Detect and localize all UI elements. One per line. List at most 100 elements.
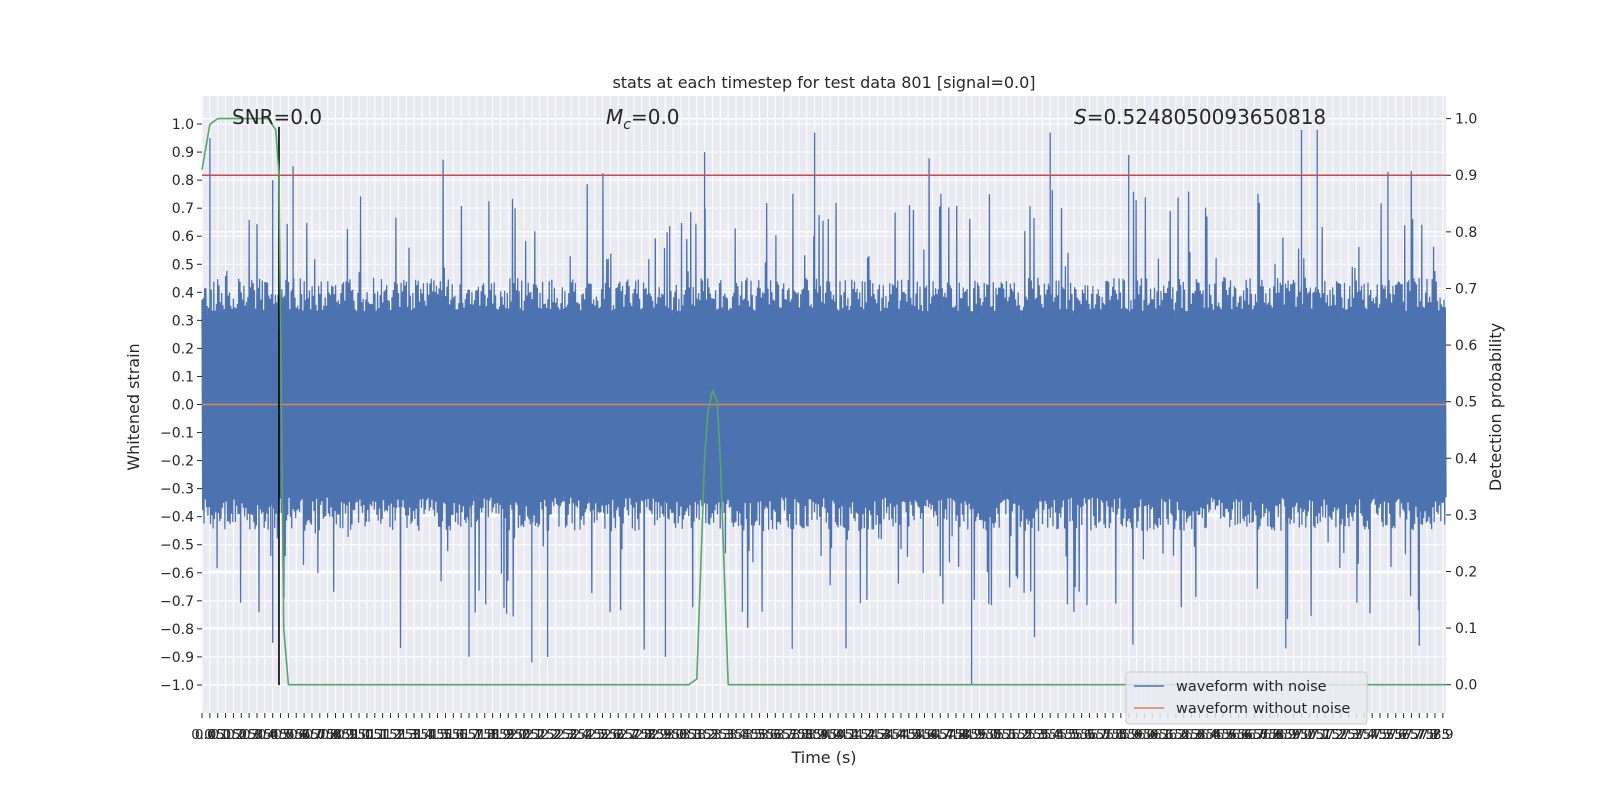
x-tick-label: 2.3 [553, 727, 574, 743]
x-tick-label: 7.85 [1420, 727, 1450, 743]
x-tick-label: 6.15 [1153, 727, 1183, 743]
y-axis-left-ticks: 1.0 0.9 0.8 0.7 0.6 0.5 0.4 0.3 0.2 0.1 0.0 −0.1 −0.… [160, 117, 202, 694]
x-tick-label: 0.7 [301, 727, 322, 743]
x-tick-label: 3.35 [713, 727, 743, 743]
y-tick-label-left: −0.2 [160, 454, 194, 470]
series-detection-probability [201, 117, 1446, 686]
y-tick-label-left: 1.0 [172, 117, 194, 133]
y-tick-label-left: −0.6 [160, 566, 194, 582]
x-tick-label: 1.05 [352, 727, 382, 743]
x-tick-label: 7.55 [1373, 727, 1403, 743]
x-tick-label: 7.65 [1389, 727, 1419, 743]
x-tick-label: 4.75 [933, 727, 963, 743]
x-tick-label: 4.55 [902, 727, 932, 743]
legend-box [1125, 671, 1368, 725]
x-tick-label: 1.9 [490, 727, 511, 743]
x-tick-label: 2.65 [603, 727, 633, 743]
x-tick-label: 2.6 [600, 727, 621, 743]
y-tick-label-left: −0.4 [160, 510, 194, 526]
x-tick-label: 3.6 [757, 727, 778, 743]
x-tick-label: 1.95 [493, 727, 523, 743]
x-tick-label: 0.0 [191, 727, 212, 743]
y-tick-label-right: 0.7 [1455, 281, 1477, 297]
x-tick-label: 6.1 [1149, 727, 1170, 743]
x-tick-label: 1.2 [380, 727, 401, 743]
x-axis-label: Time (s) [790, 748, 856, 767]
x-tick-label: 4.15 [839, 727, 869, 743]
x-tick-label: 3.5 [741, 727, 762, 743]
x-tick-label: 6.6 [1228, 727, 1249, 743]
x-tick-label: 0.6 [286, 727, 307, 743]
x-tick-label: 7.75 [1404, 727, 1434, 743]
x-tick-label: 0.5 [270, 727, 291, 743]
y-axis-right-label: Detection probability [1486, 323, 1505, 491]
x-tick-label: 6.3 [1181, 727, 1202, 743]
x-tick-label: 2.5 [584, 727, 605, 743]
x-tick-label: 3.4 [725, 727, 746, 743]
y-tick-label-left: 0.5 [172, 257, 194, 273]
x-tick-label: 6.25 [1169, 727, 1199, 743]
y-tick-label-left: 0.1 [172, 369, 194, 385]
y-tick-label-right: 0.1 [1455, 621, 1477, 637]
y-tick-label-left: −0.9 [160, 650, 194, 666]
x-tick-label: 0.65 [289, 727, 319, 743]
y-tick-label-left: −1.0 [160, 678, 194, 694]
x-tick-label: 6.75 [1247, 727, 1277, 743]
x-tick-label: 2.8 [631, 727, 652, 743]
x-tick-label: 4.5 [898, 727, 919, 743]
x-tick-label: 2.35 [556, 727, 586, 743]
x-tick-label: 2.2 [537, 727, 558, 743]
x-tick-label: 0.35 [242, 727, 272, 743]
x-tick-label: 5.1 [992, 727, 1013, 743]
x-tick-label: 7.1 [1306, 727, 1327, 743]
x-tick-label: 0.05 [195, 727, 225, 743]
x-tick-label: 7.25 [1326, 727, 1356, 743]
x-tick-label: 5.95 [1122, 727, 1152, 743]
x-tick-label: 1.7 [458, 727, 479, 743]
x-tick-label: 0.4 [254, 727, 275, 743]
y-axis-left-label: Whitened strain [124, 343, 143, 470]
x-tick-label: 1.85 [478, 727, 508, 743]
x-tick-label: 0.85 [320, 727, 350, 743]
y-tick-label-right: 0.2 [1455, 564, 1477, 580]
y-tick-label-left: 0.6 [172, 229, 194, 245]
x-tick-label: 3.85 [792, 727, 822, 743]
x-tick-label: 7.9 [1432, 727, 1453, 743]
x-tick-label: 5.3 [1024, 727, 1045, 743]
x-tick-label: 6.65 [1231, 727, 1261, 743]
x-tick-label: 3.95 [807, 727, 837, 743]
x-tick-label: 4.1 [835, 727, 856, 743]
x-tick-label: 7.35 [1341, 727, 1371, 743]
y-tick-label-left: 0.4 [172, 285, 194, 301]
x-tick-label: 6.9 [1275, 727, 1296, 743]
x-tick-label: 7.4 [1354, 727, 1375, 743]
chirp-mass-annotation: Mc=0.0 [606, 105, 680, 133]
x-tick-label: 6.7 [1244, 727, 1265, 743]
x-tick-label: 3.05 [666, 727, 696, 743]
x-tick-label: 4.05 [823, 727, 853, 743]
x-tick-label: 4.35 [870, 727, 900, 743]
x-tick-label: 3.45 [729, 727, 759, 743]
x-tick-label: 2.55 [587, 727, 617, 743]
y-tick-label-right: 0.9 [1455, 168, 1477, 184]
x-tick-label: 2.7 [615, 727, 636, 743]
x-tick-label: 2.05 [509, 727, 539, 743]
y-axis-right-ticks: 1.0 0.9 0.8 0.7 0.6 0.5 0.4 0.3 0.2 0.1 0.0 [1446, 112, 1477, 694]
x-tick-label: 1.15 [368, 727, 398, 743]
x-tick-label: 1.1 [364, 727, 385, 743]
legend-label-clean: waveform without noise [1176, 701, 1350, 717]
y-tick-label-right: 0.4 [1455, 451, 1477, 467]
x-tick-label: 4.45 [886, 727, 916, 743]
y-tick-label-left: −0.5 [160, 538, 194, 554]
x-tick-label: 6.95 [1279, 727, 1309, 743]
y-tick-label-right: 0.8 [1455, 225, 1477, 241]
x-tick-label: 7.2 [1322, 727, 1343, 743]
y-tick-label-right: 1.0 [1455, 112, 1477, 128]
x-tick-label: 6.4 [1197, 727, 1218, 743]
x-tick-label: 4.65 [917, 727, 947, 743]
x-tick-label: 3.25 [697, 727, 727, 743]
y-tick-label-right: 0.3 [1455, 508, 1477, 524]
x-tick-label: 3.2 [694, 727, 715, 743]
x-tick-label: 4.25 [855, 727, 885, 743]
x-tick-label: 4.8 [945, 727, 966, 743]
